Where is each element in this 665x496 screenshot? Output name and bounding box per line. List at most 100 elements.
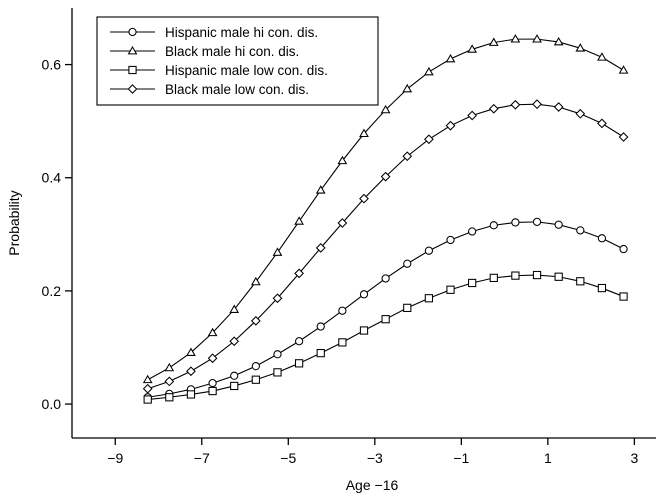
data-point — [424, 246, 434, 255]
legend-label: Hispanic male low con. dis. — [165, 63, 328, 78]
y-tick-label: 0.0 — [42, 396, 62, 412]
data-point — [337, 218, 348, 228]
data-point — [532, 34, 542, 43]
data-point — [575, 43, 586, 52]
data-point — [403, 259, 412, 268]
data-point — [510, 99, 521, 110]
data-point — [489, 273, 498, 283]
data-point — [511, 218, 520, 227]
data-point — [207, 327, 218, 337]
x-tick-label: −5 — [280, 450, 296, 466]
data-point — [488, 37, 499, 46]
data-point — [359, 193, 369, 204]
series-line — [147, 221, 624, 398]
data-point — [468, 227, 477, 236]
data-point — [424, 66, 434, 76]
legend-item: Black male low con. dis. — [110, 82, 309, 97]
data-point — [294, 359, 304, 368]
data-point — [619, 292, 628, 301]
data-point — [230, 371, 239, 380]
data-point — [273, 368, 282, 377]
data-point — [186, 390, 196, 399]
data-point — [532, 217, 542, 226]
data-point — [553, 102, 564, 112]
data-point — [230, 381, 239, 391]
legend-item: Hispanic male hi con. dis. — [110, 25, 318, 40]
series-layer — [142, 34, 629, 404]
data-point — [576, 226, 585, 235]
data-point — [229, 336, 240, 347]
y-axis: 0.0 0.2 0.4 0.6 — [42, 57, 72, 412]
data-point — [142, 383, 153, 394]
data-point — [597, 283, 607, 293]
data-point — [532, 270, 542, 280]
data-point — [359, 128, 369, 138]
x-tick-label: 3 — [630, 450, 638, 466]
data-point — [250, 315, 261, 326]
data-point — [446, 235, 455, 245]
data-point — [208, 386, 217, 396]
x-tick-label: −1 — [453, 450, 469, 466]
legend-item: Black male hi con. dis. — [110, 44, 299, 59]
data-point — [510, 34, 521, 43]
legend-marker — [127, 84, 138, 94]
data-point — [338, 338, 347, 347]
y-axis-label: Probability — [6, 190, 22, 255]
data-point — [575, 108, 586, 119]
data-point — [186, 347, 196, 356]
data-point — [553, 36, 564, 46]
data-point — [337, 155, 348, 165]
data-point — [164, 376, 175, 387]
data-point — [445, 120, 456, 131]
data-point — [294, 216, 304, 225]
data-point — [618, 65, 629, 74]
data-point — [250, 276, 261, 286]
data-point — [142, 374, 153, 384]
data-point — [380, 104, 391, 114]
data-point — [488, 103, 499, 114]
legend-item: Hispanic male low con. dis. — [110, 63, 328, 78]
x-axis-label: Age −16 — [346, 477, 399, 493]
series-square — [143, 270, 628, 404]
data-point — [164, 362, 175, 372]
data-point — [403, 303, 412, 312]
data-point — [597, 234, 607, 243]
plot-frame — [71, 8, 656, 439]
data-point — [251, 375, 260, 384]
data-point — [272, 293, 283, 304]
x-tick-label: −7 — [194, 450, 210, 466]
data-point — [208, 378, 217, 388]
data-point — [467, 44, 478, 53]
data-point — [229, 304, 240, 313]
data-point — [446, 285, 455, 294]
legend-marker — [128, 27, 137, 37]
data-point — [186, 366, 196, 377]
data-point — [359, 290, 369, 299]
data-point — [402, 151, 413, 162]
data-point — [315, 185, 326, 194]
series-triangle — [142, 34, 629, 384]
data-point — [597, 52, 607, 61]
data-point — [315, 243, 326, 253]
data-point — [445, 53, 456, 63]
data-point — [511, 271, 520, 280]
data-point — [316, 322, 325, 331]
data-point — [489, 221, 498, 230]
series-circle — [143, 217, 628, 402]
data-point — [273, 350, 282, 359]
x-axis: −9 −7 −5 −3 −1 1 3 — [107, 438, 638, 466]
x-tick-label: 1 — [544, 450, 552, 466]
data-point — [424, 294, 434, 303]
data-point — [424, 134, 434, 145]
data-point — [554, 220, 563, 229]
y-tick-label: 0.4 — [42, 170, 62, 186]
legend-label: Black male hi con. dis. — [165, 44, 299, 59]
y-tick-label: 0.6 — [42, 57, 62, 73]
data-point — [294, 337, 304, 346]
data-point — [359, 326, 369, 335]
legend: Hispanic male hi con. dis. Black male hi … — [96, 16, 379, 106]
data-point — [294, 268, 304, 279]
series-diamond — [142, 99, 629, 394]
legend-label: Hispanic male hi con. dis. — [165, 25, 318, 40]
